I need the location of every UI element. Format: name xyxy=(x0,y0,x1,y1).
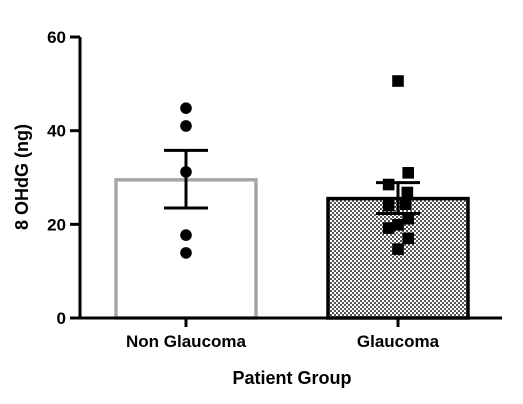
data-point-glaucoma xyxy=(402,212,414,225)
data-point-glaucoma xyxy=(382,222,395,234)
data-point-glaucoma xyxy=(392,219,404,231)
y-tick-label-40: 40 xyxy=(47,122,66,141)
data-point-glaucoma xyxy=(382,199,395,212)
data-point-non-glaucoma xyxy=(180,247,192,259)
bar-glaucoma xyxy=(326,196,470,320)
x-tick-label-non-glaucoma: Non Glaucoma xyxy=(126,332,247,351)
x-tick-label-glaucoma: Glaucoma xyxy=(357,332,440,351)
y-tick-label-20: 20 xyxy=(47,215,66,234)
data-points-layer xyxy=(180,75,414,259)
data-point-non-glaucoma xyxy=(180,120,192,132)
data-point-glaucoma xyxy=(382,178,395,191)
data-point-glaucoma xyxy=(399,198,412,210)
data-point-glaucoma xyxy=(401,186,414,199)
data-point-non-glaucoma xyxy=(180,166,192,178)
bars-layer xyxy=(114,178,470,320)
data-point-glaucoma xyxy=(402,167,414,179)
data-point-glaucoma xyxy=(402,232,414,245)
data-point-glaucoma xyxy=(392,75,404,87)
y-axis-title: 8 OHdG (ng) xyxy=(12,124,32,230)
data-point-non-glaucoma xyxy=(180,102,192,114)
data-point-non-glaucoma xyxy=(180,229,192,241)
axes-layer: Non Glaucoma Glaucoma 0 20 40 60 xyxy=(47,28,502,351)
y-tick-label-60: 60 xyxy=(47,28,66,47)
x-axis-title: Patient Group xyxy=(232,368,351,388)
data-point-glaucoma xyxy=(392,243,404,255)
y-tick-label-0: 0 xyxy=(57,309,66,328)
